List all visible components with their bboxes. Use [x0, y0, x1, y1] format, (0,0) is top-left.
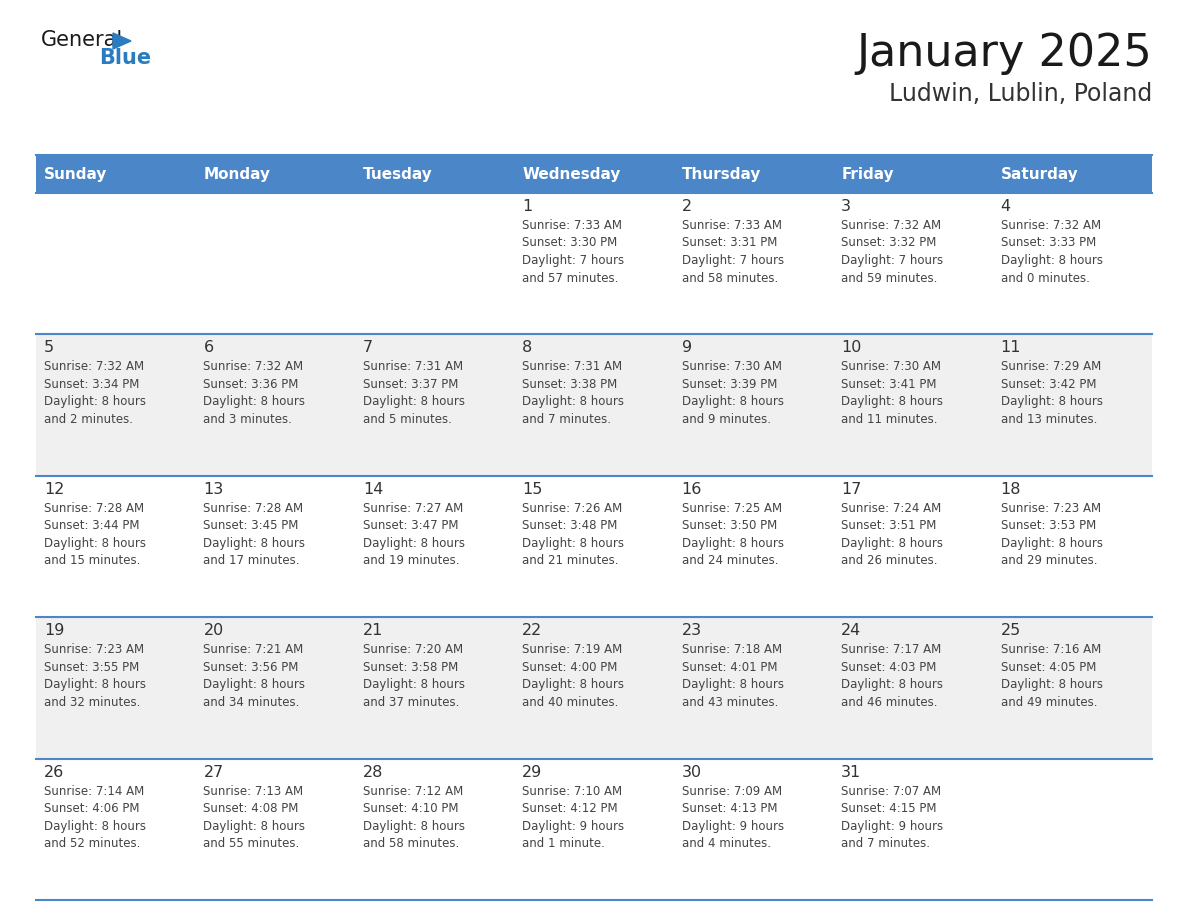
Text: Sunrise: 7:14 AM
Sunset: 4:06 PM
Daylight: 8 hours
and 52 minutes.: Sunrise: 7:14 AM Sunset: 4:06 PM Dayligh…: [44, 785, 146, 850]
Bar: [36, 617, 1152, 758]
Text: Ludwin, Lublin, Poland: Ludwin, Lublin, Poland: [889, 82, 1152, 106]
Text: 15: 15: [523, 482, 543, 497]
Text: Sunrise: 7:26 AM
Sunset: 3:48 PM
Daylight: 8 hours
and 21 minutes.: Sunrise: 7:26 AM Sunset: 3:48 PM Dayligh…: [523, 502, 624, 567]
Bar: [36, 334, 1152, 476]
Text: 21: 21: [362, 623, 384, 638]
Text: 22: 22: [523, 623, 543, 638]
Text: Wednesday: Wednesday: [523, 166, 620, 182]
Text: Sunrise: 7:33 AM
Sunset: 3:30 PM
Daylight: 7 hours
and 57 minutes.: Sunrise: 7:33 AM Sunset: 3:30 PM Dayligh…: [523, 219, 625, 285]
Text: 31: 31: [841, 765, 861, 779]
Text: 3: 3: [841, 199, 851, 214]
Text: Sunrise: 7:31 AM
Sunset: 3:38 PM
Daylight: 8 hours
and 7 minutes.: Sunrise: 7:31 AM Sunset: 3:38 PM Dayligh…: [523, 361, 624, 426]
Bar: [36, 155, 1152, 193]
Text: Sunrise: 7:32 AM
Sunset: 3:32 PM
Daylight: 7 hours
and 59 minutes.: Sunrise: 7:32 AM Sunset: 3:32 PM Dayligh…: [841, 219, 943, 285]
Text: Sunrise: 7:31 AM
Sunset: 3:37 PM
Daylight: 8 hours
and 5 minutes.: Sunrise: 7:31 AM Sunset: 3:37 PM Dayligh…: [362, 361, 465, 426]
Text: Sunrise: 7:33 AM
Sunset: 3:31 PM
Daylight: 7 hours
and 58 minutes.: Sunrise: 7:33 AM Sunset: 3:31 PM Dayligh…: [682, 219, 784, 285]
Text: 11: 11: [1000, 341, 1020, 355]
Text: Sunrise: 7:23 AM
Sunset: 3:55 PM
Daylight: 8 hours
and 32 minutes.: Sunrise: 7:23 AM Sunset: 3:55 PM Dayligh…: [44, 644, 146, 709]
Text: Sunrise: 7:09 AM
Sunset: 4:13 PM
Daylight: 9 hours
and 4 minutes.: Sunrise: 7:09 AM Sunset: 4:13 PM Dayligh…: [682, 785, 784, 850]
Text: Thursday: Thursday: [682, 166, 762, 182]
Text: Sunrise: 7:16 AM
Sunset: 4:05 PM
Daylight: 8 hours
and 49 minutes.: Sunrise: 7:16 AM Sunset: 4:05 PM Dayligh…: [1000, 644, 1102, 709]
Text: Sunrise: 7:30 AM
Sunset: 3:41 PM
Daylight: 8 hours
and 11 minutes.: Sunrise: 7:30 AM Sunset: 3:41 PM Dayligh…: [841, 361, 943, 426]
Bar: [36, 476, 1152, 617]
Text: General: General: [42, 30, 124, 50]
Text: 13: 13: [203, 482, 223, 497]
Text: 28: 28: [362, 765, 384, 779]
Text: Sunrise: 7:29 AM
Sunset: 3:42 PM
Daylight: 8 hours
and 13 minutes.: Sunrise: 7:29 AM Sunset: 3:42 PM Dayligh…: [1000, 361, 1102, 426]
Text: 2: 2: [682, 199, 691, 214]
Text: 7: 7: [362, 341, 373, 355]
Text: Sunrise: 7:27 AM
Sunset: 3:47 PM
Daylight: 8 hours
and 19 minutes.: Sunrise: 7:27 AM Sunset: 3:47 PM Dayligh…: [362, 502, 465, 567]
Text: 16: 16: [682, 482, 702, 497]
Text: Sunrise: 7:10 AM
Sunset: 4:12 PM
Daylight: 9 hours
and 1 minute.: Sunrise: 7:10 AM Sunset: 4:12 PM Dayligh…: [523, 785, 625, 850]
Text: Sunrise: 7:32 AM
Sunset: 3:36 PM
Daylight: 8 hours
and 3 minutes.: Sunrise: 7:32 AM Sunset: 3:36 PM Dayligh…: [203, 361, 305, 426]
Text: Sunrise: 7:24 AM
Sunset: 3:51 PM
Daylight: 8 hours
and 26 minutes.: Sunrise: 7:24 AM Sunset: 3:51 PM Dayligh…: [841, 502, 943, 567]
Text: Sunrise: 7:28 AM
Sunset: 3:45 PM
Daylight: 8 hours
and 17 minutes.: Sunrise: 7:28 AM Sunset: 3:45 PM Dayligh…: [203, 502, 305, 567]
Text: Sunrise: 7:23 AM
Sunset: 3:53 PM
Daylight: 8 hours
and 29 minutes.: Sunrise: 7:23 AM Sunset: 3:53 PM Dayligh…: [1000, 502, 1102, 567]
Text: Sunrise: 7:30 AM
Sunset: 3:39 PM
Daylight: 8 hours
and 9 minutes.: Sunrise: 7:30 AM Sunset: 3:39 PM Dayligh…: [682, 361, 784, 426]
Polygon shape: [113, 33, 131, 49]
Text: 14: 14: [362, 482, 384, 497]
Text: Sunrise: 7:19 AM
Sunset: 4:00 PM
Daylight: 8 hours
and 40 minutes.: Sunrise: 7:19 AM Sunset: 4:00 PM Dayligh…: [523, 644, 624, 709]
Text: Sunrise: 7:21 AM
Sunset: 3:56 PM
Daylight: 8 hours
and 34 minutes.: Sunrise: 7:21 AM Sunset: 3:56 PM Dayligh…: [203, 644, 305, 709]
Text: Sunrise: 7:32 AM
Sunset: 3:33 PM
Daylight: 8 hours
and 0 minutes.: Sunrise: 7:32 AM Sunset: 3:33 PM Dayligh…: [1000, 219, 1102, 285]
Text: 26: 26: [44, 765, 64, 779]
Text: 27: 27: [203, 765, 223, 779]
Text: 19: 19: [44, 623, 64, 638]
Text: 17: 17: [841, 482, 861, 497]
Text: Friday: Friday: [841, 166, 893, 182]
Text: 8: 8: [523, 341, 532, 355]
Bar: [36, 193, 1152, 334]
Text: Sunrise: 7:20 AM
Sunset: 3:58 PM
Daylight: 8 hours
and 37 minutes.: Sunrise: 7:20 AM Sunset: 3:58 PM Dayligh…: [362, 644, 465, 709]
Text: Monday: Monday: [203, 166, 271, 182]
Text: Sunrise: 7:28 AM
Sunset: 3:44 PM
Daylight: 8 hours
and 15 minutes.: Sunrise: 7:28 AM Sunset: 3:44 PM Dayligh…: [44, 502, 146, 567]
Text: 20: 20: [203, 623, 223, 638]
Text: 23: 23: [682, 623, 702, 638]
Text: 30: 30: [682, 765, 702, 779]
Bar: [36, 758, 1152, 900]
Text: 9: 9: [682, 341, 691, 355]
Text: Sunrise: 7:18 AM
Sunset: 4:01 PM
Daylight: 8 hours
and 43 minutes.: Sunrise: 7:18 AM Sunset: 4:01 PM Dayligh…: [682, 644, 784, 709]
Text: Saturday: Saturday: [1000, 166, 1079, 182]
Text: Sunrise: 7:07 AM
Sunset: 4:15 PM
Daylight: 9 hours
and 7 minutes.: Sunrise: 7:07 AM Sunset: 4:15 PM Dayligh…: [841, 785, 943, 850]
Text: 18: 18: [1000, 482, 1020, 497]
Text: Blue: Blue: [99, 48, 151, 68]
Text: 25: 25: [1000, 623, 1020, 638]
Text: Sunrise: 7:17 AM
Sunset: 4:03 PM
Daylight: 8 hours
and 46 minutes.: Sunrise: 7:17 AM Sunset: 4:03 PM Dayligh…: [841, 644, 943, 709]
Text: 1: 1: [523, 199, 532, 214]
Text: Sunday: Sunday: [44, 166, 107, 182]
Text: 6: 6: [203, 341, 214, 355]
Text: 24: 24: [841, 623, 861, 638]
Text: 12: 12: [44, 482, 64, 497]
Text: Sunrise: 7:13 AM
Sunset: 4:08 PM
Daylight: 8 hours
and 55 minutes.: Sunrise: 7:13 AM Sunset: 4:08 PM Dayligh…: [203, 785, 305, 850]
Text: Sunrise: 7:12 AM
Sunset: 4:10 PM
Daylight: 8 hours
and 58 minutes.: Sunrise: 7:12 AM Sunset: 4:10 PM Dayligh…: [362, 785, 465, 850]
Text: Sunrise: 7:25 AM
Sunset: 3:50 PM
Daylight: 8 hours
and 24 minutes.: Sunrise: 7:25 AM Sunset: 3:50 PM Dayligh…: [682, 502, 784, 567]
Text: Sunrise: 7:32 AM
Sunset: 3:34 PM
Daylight: 8 hours
and 2 minutes.: Sunrise: 7:32 AM Sunset: 3:34 PM Dayligh…: [44, 361, 146, 426]
Text: 5: 5: [44, 341, 55, 355]
Text: 10: 10: [841, 341, 861, 355]
Text: Tuesday: Tuesday: [362, 166, 432, 182]
Text: 29: 29: [523, 765, 543, 779]
Text: 4: 4: [1000, 199, 1011, 214]
Text: January 2025: January 2025: [857, 32, 1152, 75]
